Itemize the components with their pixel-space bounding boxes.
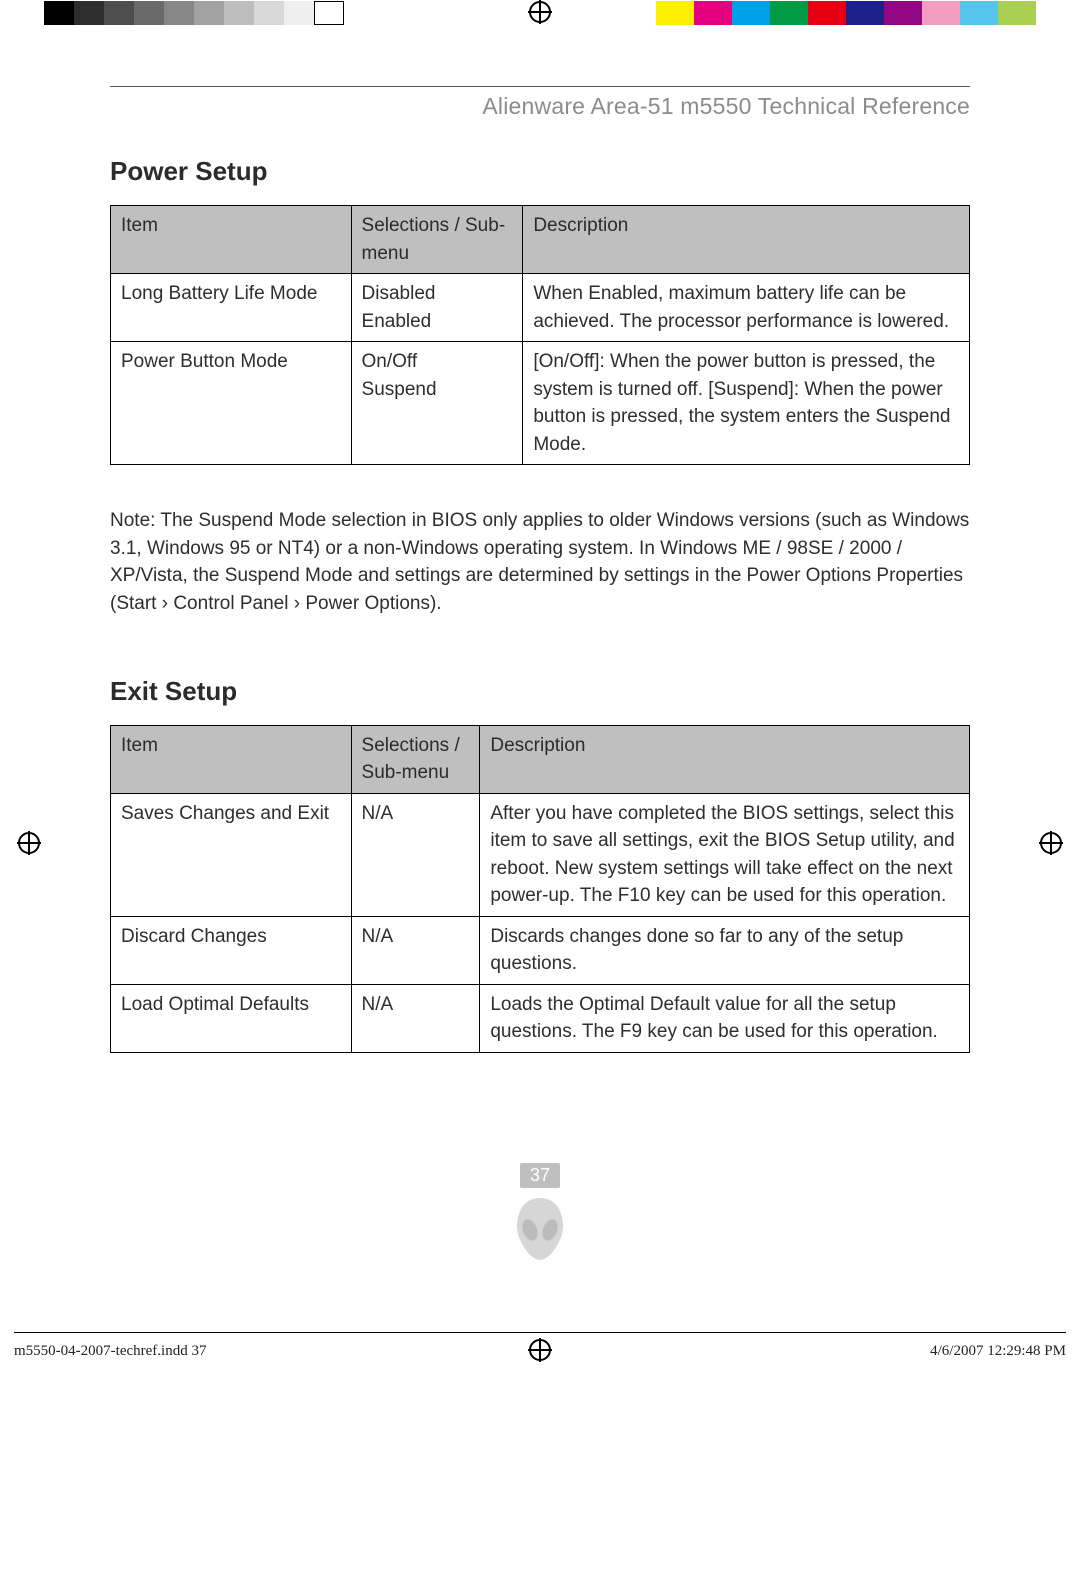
table-cell: On/Off Suspend <box>351 342 523 465</box>
swatch <box>960 1 998 25</box>
table-row: Power Button ModeOn/Off Suspend[On/Off]:… <box>111 342 970 465</box>
swatch <box>998 1 1036 25</box>
table-row: Load Optimal DefaultsN/ALoads the Optima… <box>111 984 970 1052</box>
white-swatch <box>314 1 344 25</box>
table-row: Saves Changes and ExitN/AAfter you have … <box>111 793 970 916</box>
table-row: Discard ChangesN/ADiscards changes done … <box>111 916 970 984</box>
table-cell: Long Battery Life Mode <box>111 274 352 342</box>
table-cell: When Enabled, maximum battery life can b… <box>523 274 970 342</box>
note-paragraph: Note: The Suspend Mode selection in BIOS… <box>110 507 970 617</box>
header-rule <box>110 86 970 87</box>
swatch <box>254 1 284 25</box>
page-content: Alienware Area-51 m5550 Technical Refere… <box>0 26 1080 1262</box>
swatch <box>770 1 808 25</box>
table-cell: Discards changes done so far to any of t… <box>480 916 970 984</box>
printer-color-bar <box>0 0 1080 26</box>
swatch <box>104 1 134 25</box>
swatch <box>164 1 194 25</box>
swatch <box>194 1 224 25</box>
table-header: Selections / Sub-menu <box>351 206 523 274</box>
document-title: Alienware Area-51 m5550 Technical Refere… <box>110 93 970 120</box>
swatch <box>284 1 314 25</box>
table-header: Description <box>480 725 970 793</box>
table-cell: After you have completed the BIOS settin… <box>480 793 970 916</box>
color-swatches <box>656 1 1036 25</box>
page-number-wrap: 37 <box>110 1163 970 1262</box>
table-cell: N/A <box>351 793 480 916</box>
section-heading-power-setup: Power Setup <box>110 156 970 187</box>
swatch <box>846 1 884 25</box>
footer-timestamp: 4/6/2007 12:29:48 PM <box>930 1343 1066 1360</box>
swatch <box>884 1 922 25</box>
swatch <box>134 1 164 25</box>
table-cell: Power Button Mode <box>111 342 352 465</box>
table-cell: Disabled Enabled <box>351 274 523 342</box>
swatch <box>74 1 104 25</box>
table-header: Item <box>111 725 352 793</box>
page-number: 37 <box>520 1163 560 1188</box>
table-cell: Loads the Optimal Default value for all … <box>480 984 970 1052</box>
swatch <box>694 1 732 25</box>
table-cell: N/A <box>351 984 480 1052</box>
table-cell: Discard Changes <box>111 916 352 984</box>
registration-mark-icon <box>18 832 40 854</box>
table-header: Item <box>111 206 352 274</box>
swatch <box>224 1 254 25</box>
table-cell: N/A <box>351 916 480 984</box>
section-heading-exit-setup: Exit Setup <box>110 676 970 707</box>
table-cell: [On/Off]: When the power button is press… <box>523 342 970 465</box>
registration-mark-icon <box>529 1 551 23</box>
power-setup-table: ItemSelections / Sub-menuDescriptionLong… <box>110 205 970 465</box>
footer-bar: m5550-04-2007-techref.indd 37 4/6/2007 1… <box>14 1332 1066 1366</box>
registration-mark-icon <box>1040 832 1062 854</box>
swatch <box>922 1 960 25</box>
grayscale-swatches <box>44 1 314 25</box>
table-header: Description <box>523 206 970 274</box>
exit-setup-table: ItemSelections / Sub-menuDescriptionSave… <box>110 725 970 1053</box>
swatch <box>732 1 770 25</box>
table-cell: Load Optimal Defaults <box>111 984 352 1052</box>
swatch <box>656 1 694 25</box>
table-row: Long Battery Life ModeDisabled EnabledWh… <box>111 274 970 342</box>
footer-filename: m5550-04-2007-techref.indd 37 <box>14 1343 206 1360</box>
table-header: Selections / Sub-menu <box>351 725 480 793</box>
alien-logo-icon <box>513 1196 567 1262</box>
table-cell: Saves Changes and Exit <box>111 793 352 916</box>
registration-mark-icon <box>529 1339 551 1361</box>
swatch <box>808 1 846 25</box>
swatch <box>44 1 74 25</box>
